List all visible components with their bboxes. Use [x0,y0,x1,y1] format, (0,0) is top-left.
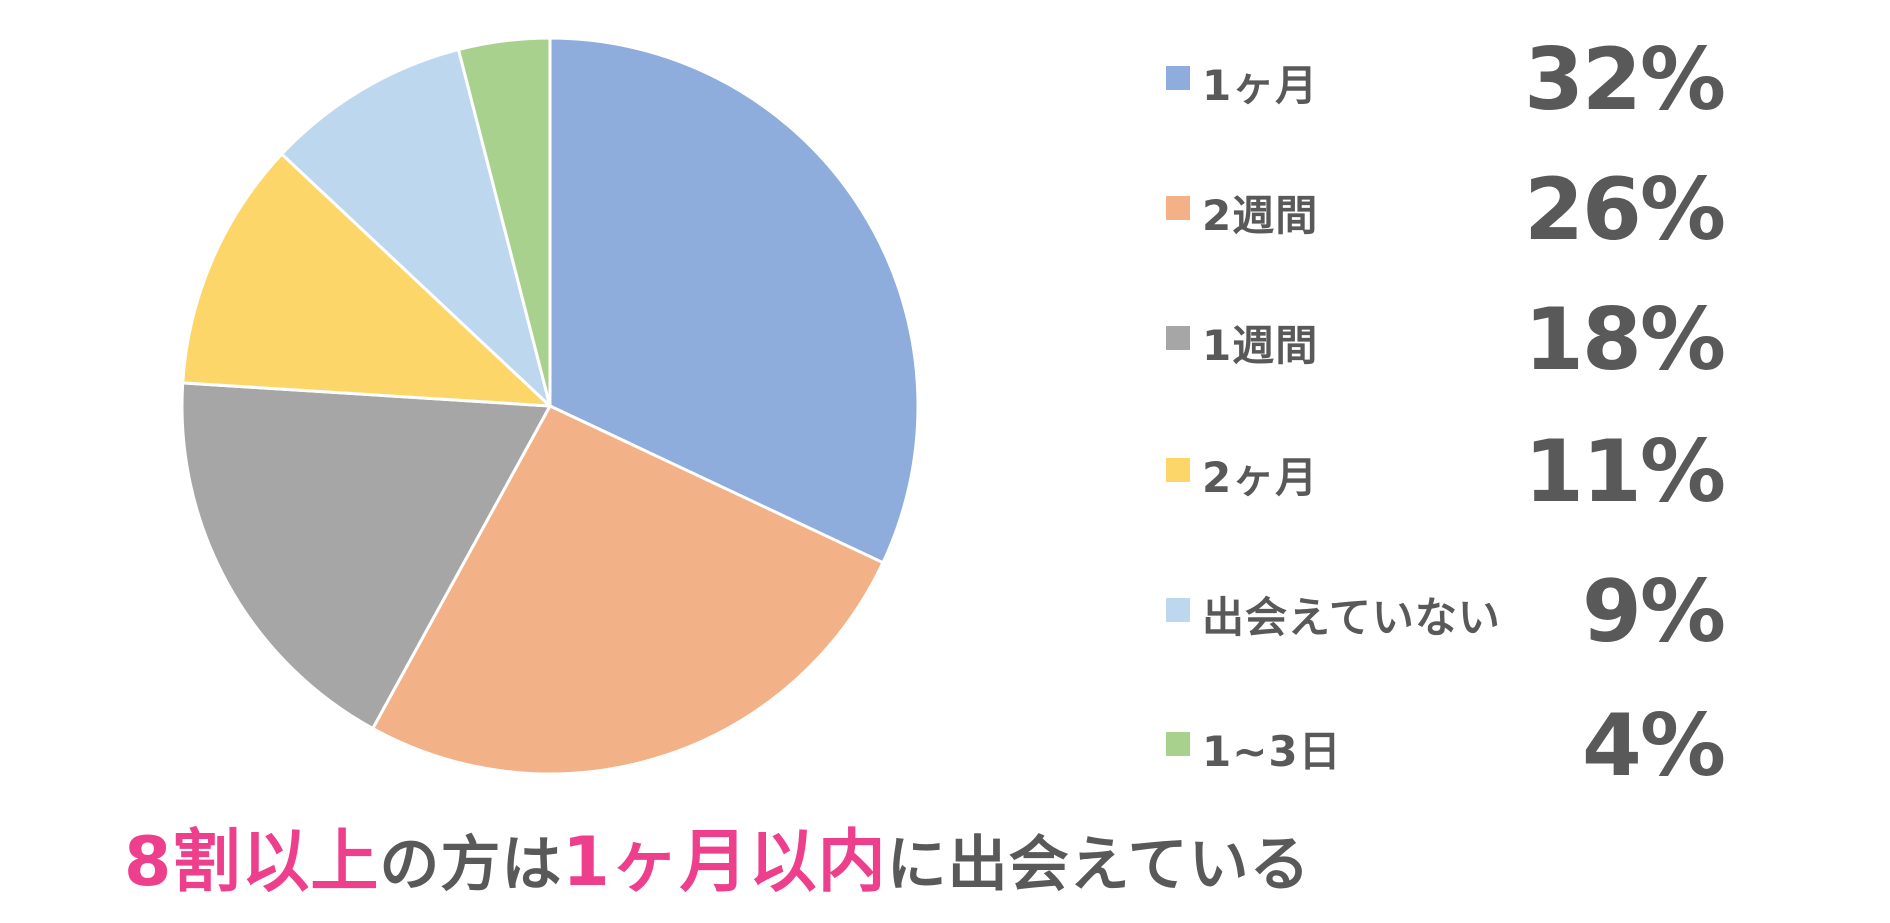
pie-slice [181,152,552,408]
pie-slice [456,36,552,408]
legend-label: 2週間 [1202,191,1319,240]
legend-swatch [1166,326,1190,350]
legend-item: 出会えていない 9% [1160,552,1760,662]
legend-item: 1ヶ月 32% [1160,20,1760,130]
legend-label: 2ヶ月 [1202,453,1319,502]
legend-value: 4% [1581,696,1726,796]
chart-caption: 8割以上の方は1ヶ月以内に出会えている [124,806,1311,905]
caption-text: の方は [379,830,563,900]
legend-swatch [1166,196,1190,220]
legend-item: 1~3日 4% [1160,686,1760,796]
legend-label: 出会えていない [1202,593,1501,642]
legend-item: 1週間 18% [1160,280,1760,390]
legend-value: 32% [1524,30,1726,130]
legend-value: 11% [1524,422,1726,522]
legend-label: 1~3日 [1202,727,1342,776]
legend-item: 2ヶ月 11% [1160,412,1760,522]
pie-chart [180,36,920,776]
legend-value: 26% [1524,160,1726,260]
chart-legend: 1ヶ月 32% 2週間 26% 1週間 18% 2ヶ月 11% 出会えていない … [1160,0,1760,796]
legend-label: 1週間 [1202,321,1319,370]
caption-text: に出会えている [886,830,1311,900]
legend-label: 1ヶ月 [1202,61,1319,110]
pie-slice [280,48,552,408]
legend-item: 2週間 26% [1160,150,1760,260]
legend-swatch [1166,66,1190,90]
pie-slice [548,36,920,565]
legend-value: 18% [1524,290,1726,390]
pie-slice [180,381,552,730]
legend-swatch [1166,732,1190,756]
legend-value: 9% [1581,562,1726,662]
legend-swatch [1166,458,1190,482]
caption-highlight: 1ヶ月以内 [562,823,887,902]
legend-swatch [1166,598,1190,622]
caption-highlight: 8割以上 [124,823,380,902]
